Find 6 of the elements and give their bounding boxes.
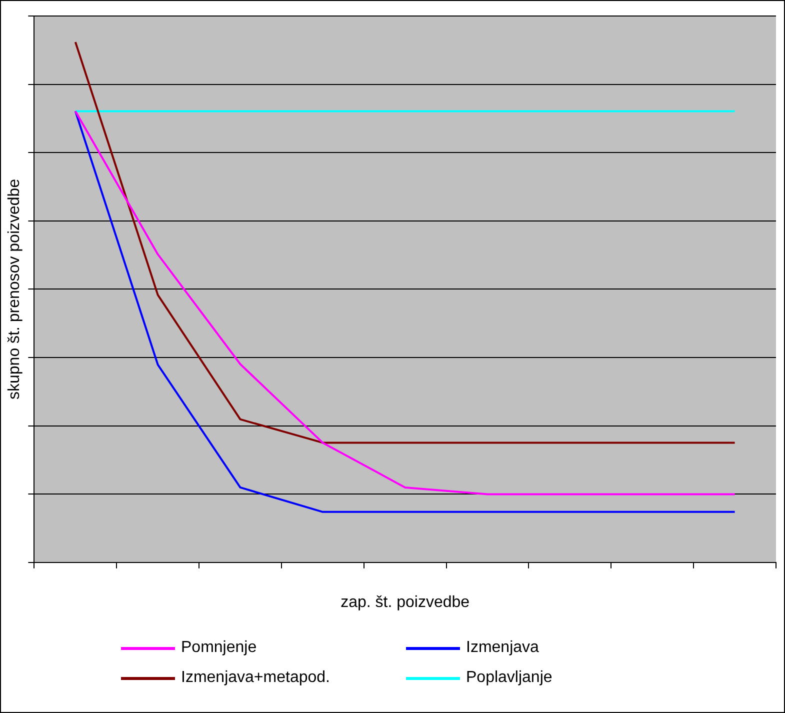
legend-label: Izmenjava+metapod.	[181, 669, 330, 687]
legend-label: Izmenjava	[466, 639, 539, 657]
legend-label: Pomnjenje	[181, 639, 257, 657]
legend-label: Poplavljanje	[466, 669, 552, 687]
x-axis-title: zap. št. poizvedbe	[340, 594, 470, 611]
y-axis-title: skupno št. prenosov poizvedbe	[6, 178, 24, 400]
